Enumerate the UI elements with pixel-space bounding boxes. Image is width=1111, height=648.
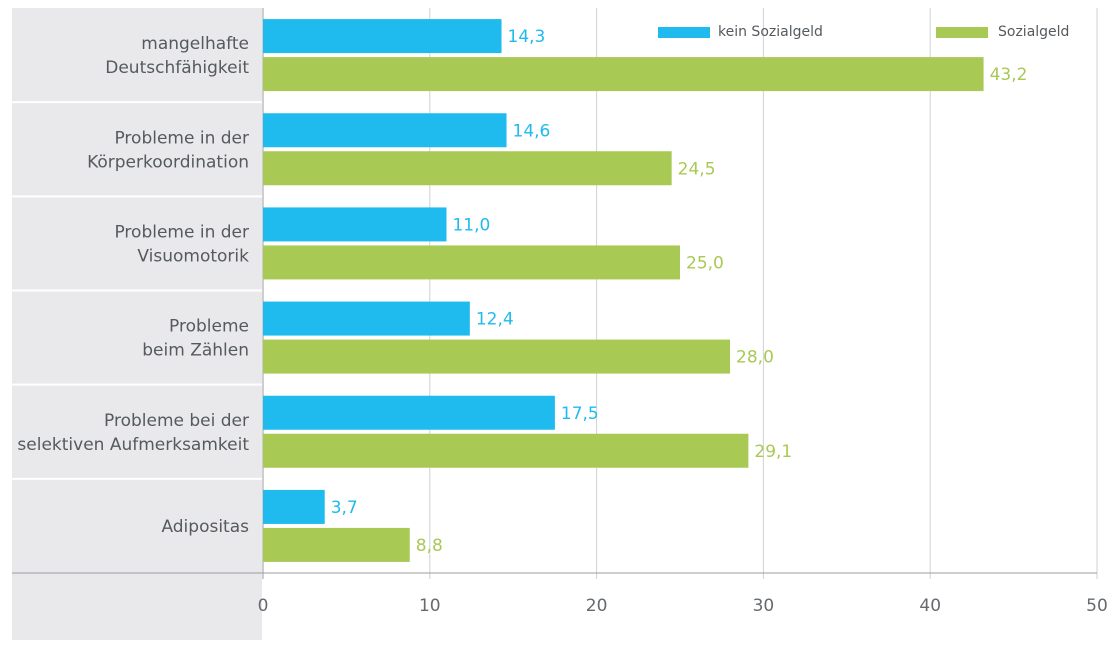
category-label: Körperkoordination bbox=[87, 152, 249, 172]
x-tick-label: 40 bbox=[919, 596, 941, 616]
x-tick-label: 0 bbox=[258, 596, 269, 616]
legend-swatch-kein-sozialgeld bbox=[658, 27, 710, 38]
category-label: Probleme in der bbox=[114, 222, 249, 242]
category-label: mangelhafte bbox=[141, 34, 249, 54]
bar-sozialgeld bbox=[263, 151, 672, 186]
category-label: Probleme bei der bbox=[104, 411, 249, 431]
legend-swatch-sozialgeld bbox=[936, 27, 988, 38]
category-label: Probleme bbox=[169, 317, 249, 337]
legend-label-sozialgeld: Sozialgeld bbox=[998, 24, 1069, 40]
category-label: beim Zählen bbox=[142, 341, 249, 361]
value-label-sozialgeld: 29,1 bbox=[754, 442, 792, 462]
bar-sozialgeld bbox=[263, 527, 410, 562]
x-tick-label: 50 bbox=[1086, 596, 1108, 616]
category-label: Deutschfähigkeit bbox=[105, 58, 249, 78]
value-label-sozialgeld: 8,8 bbox=[416, 536, 443, 556]
bar-sozialgeld bbox=[263, 245, 680, 280]
x-tick-label: 10 bbox=[419, 596, 441, 616]
value-label-kein-sozialgeld: 3,7 bbox=[331, 498, 358, 518]
value-label-kein-sozialgeld: 12,4 bbox=[476, 310, 514, 330]
legend-label-kein-sozialgeld: kein Sozialgeld bbox=[718, 24, 823, 40]
value-label-kein-sozialgeld: 11,0 bbox=[452, 215, 490, 235]
bar-kein-sozialgeld bbox=[263, 489, 325, 524]
category-label: selektiven Aufmerksamkeit bbox=[17, 435, 249, 455]
value-label-sozialgeld: 43,2 bbox=[990, 65, 1028, 85]
category-label: Probleme in der bbox=[114, 128, 249, 148]
bar-kein-sozialgeld bbox=[263, 207, 447, 242]
x-tick-label: 20 bbox=[586, 596, 608, 616]
value-label-kein-sozialgeld: 14,6 bbox=[513, 121, 551, 141]
bar-sozialgeld bbox=[263, 433, 749, 468]
value-label-sozialgeld: 25,0 bbox=[686, 253, 724, 273]
category-label: Adipositas bbox=[161, 517, 249, 537]
bar-kein-sozialgeld bbox=[263, 301, 470, 336]
bar-kein-sozialgeld bbox=[263, 395, 555, 430]
value-label-sozialgeld: 24,5 bbox=[678, 159, 716, 179]
bar-kein-sozialgeld bbox=[263, 19, 502, 54]
bar-sozialgeld bbox=[263, 57, 984, 92]
value-label-kein-sozialgeld: 14,3 bbox=[508, 27, 546, 47]
category-label-panel bbox=[12, 8, 262, 640]
bar-kein-sozialgeld bbox=[263, 113, 507, 148]
category-label: Visuomotorik bbox=[137, 246, 249, 266]
value-label-kein-sozialgeld: 17,5 bbox=[561, 404, 599, 424]
bar-sozialgeld bbox=[263, 339, 731, 374]
x-tick-label: 30 bbox=[753, 596, 775, 616]
value-label-sozialgeld: 28,0 bbox=[736, 348, 774, 368]
